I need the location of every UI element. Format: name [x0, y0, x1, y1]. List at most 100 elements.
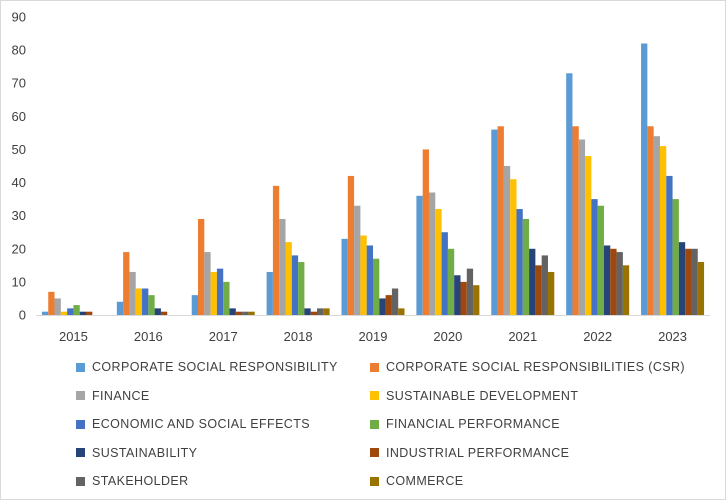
x-tick-label: 2022	[583, 329, 612, 344]
bar	[79, 311, 87, 315]
bar	[566, 73, 573, 315]
bar	[229, 308, 236, 315]
bar	[279, 218, 286, 315]
legend-swatch	[370, 391, 379, 400]
bar	[447, 248, 455, 315]
bar	[603, 245, 611, 315]
legend-swatch	[76, 448, 85, 457]
bar	[672, 199, 679, 315]
bar	[191, 295, 199, 315]
bar	[323, 308, 330, 315]
bar	[304, 308, 311, 315]
y-tick-label: 60	[12, 109, 26, 124]
bar	[659, 146, 667, 315]
bar	[597, 205, 604, 315]
legend-item: CORPORATE SOCIAL RESPONSIBILITIES (CSR)	[370, 358, 685, 376]
bar	[216, 268, 224, 315]
legend-label: STAKEHOLDER	[92, 474, 189, 488]
bar	[491, 129, 498, 315]
bar	[379, 298, 386, 315]
legend-item: FINANCE	[76, 387, 150, 405]
legend-item: STAKEHOLDER	[76, 472, 189, 490]
legend-swatch	[76, 391, 85, 400]
y-tick-label: 50	[12, 142, 26, 157]
legend-item: ECONOMIC AND SOCIAL EFFECTS	[76, 415, 310, 433]
bar	[441, 232, 448, 315]
legend-swatch	[76, 419, 85, 429]
bar	[529, 248, 536, 315]
x-tick-label: 2015	[59, 329, 88, 344]
bar	[685, 248, 692, 315]
bar	[547, 271, 555, 315]
bar	[503, 166, 511, 315]
x-tick-label: 2021	[508, 329, 537, 344]
bar	[354, 205, 361, 315]
bar	[422, 149, 429, 315]
bar	[123, 252, 130, 315]
legend-label: SUSTAINABLE DEVELOPMENT	[386, 388, 579, 403]
bar	[497, 126, 504, 316]
y-tick-label: 40	[12, 175, 26, 190]
bar	[223, 281, 230, 315]
legend-item: COMMERCE	[370, 472, 464, 490]
bar	[210, 271, 217, 315]
bar	[48, 291, 55, 315]
bar	[366, 245, 373, 315]
x-tick-label: 2019	[359, 329, 388, 344]
legend-item: CORPORATE SOCIAL RESPONSIBILITY	[76, 358, 338, 376]
bar	[697, 262, 705, 315]
bar	[291, 255, 299, 315]
bar	[317, 308, 324, 315]
bar	[541, 255, 548, 315]
legend-label: CORPORATE SOCIAL RESPONSIBILITIES (CSR)	[386, 360, 685, 374]
bar	[73, 305, 80, 315]
bar	[572, 126, 579, 316]
bar	[610, 248, 617, 315]
y-tick-label: 80	[12, 43, 26, 58]
bar	[585, 156, 592, 315]
bar	[86, 311, 93, 315]
x-tick-label: 2016	[134, 329, 163, 344]
legend-label: FINANCIAL PERFORMANCE	[386, 417, 560, 431]
bar	[510, 179, 517, 315]
chart-legend: CORPORATE SOCIAL RESPONSIBILITY CORPORATE…	[0, 355, 726, 495]
bar	[347, 175, 355, 315]
x-tick-label: 2018	[284, 329, 313, 344]
bar	[535, 265, 542, 315]
bar	[428, 192, 436, 315]
legend-swatch	[76, 362, 85, 372]
x-tick-label: 2023	[658, 329, 687, 344]
legend-label: INDUSTRIAL PERFORMANCE	[386, 445, 570, 460]
x-tick-label: 2020	[433, 329, 462, 344]
bar	[373, 258, 380, 315]
y-tick-label: 0	[19, 308, 26, 323]
legend-swatch	[370, 362, 379, 372]
legend-swatch	[370, 419, 379, 429]
bar	[341, 238, 348, 315]
y-tick-label: 70	[12, 76, 26, 91]
legend-label: COMMERCE	[386, 474, 464, 488]
legend-item: INDUSTRIAL PERFORMANCE	[370, 444, 569, 462]
bar	[460, 281, 467, 315]
legend-label: FINANCE	[92, 388, 150, 403]
legend-swatch	[76, 476, 85, 486]
bar	[198, 218, 205, 315]
bar	[235, 311, 243, 315]
legend-swatch	[370, 476, 379, 486]
bar	[298, 262, 305, 315]
bar	[204, 252, 211, 315]
bar	[242, 311, 249, 315]
y-tick-label: 10	[12, 274, 26, 289]
bar	[473, 285, 480, 315]
bar	[591, 199, 598, 315]
bar	[391, 288, 399, 315]
bar	[272, 185, 280, 315]
bar	[666, 175, 673, 315]
bar	[653, 136, 660, 315]
bar	[310, 311, 318, 315]
bar	[647, 126, 654, 316]
legend-label: ECONOMIC AND SOCIAL EFFECTS	[92, 417, 311, 431]
legend-label: SUSTAINABILITY	[92, 445, 198, 460]
bar	[466, 268, 474, 315]
y-tick-label: 90	[12, 10, 26, 25]
